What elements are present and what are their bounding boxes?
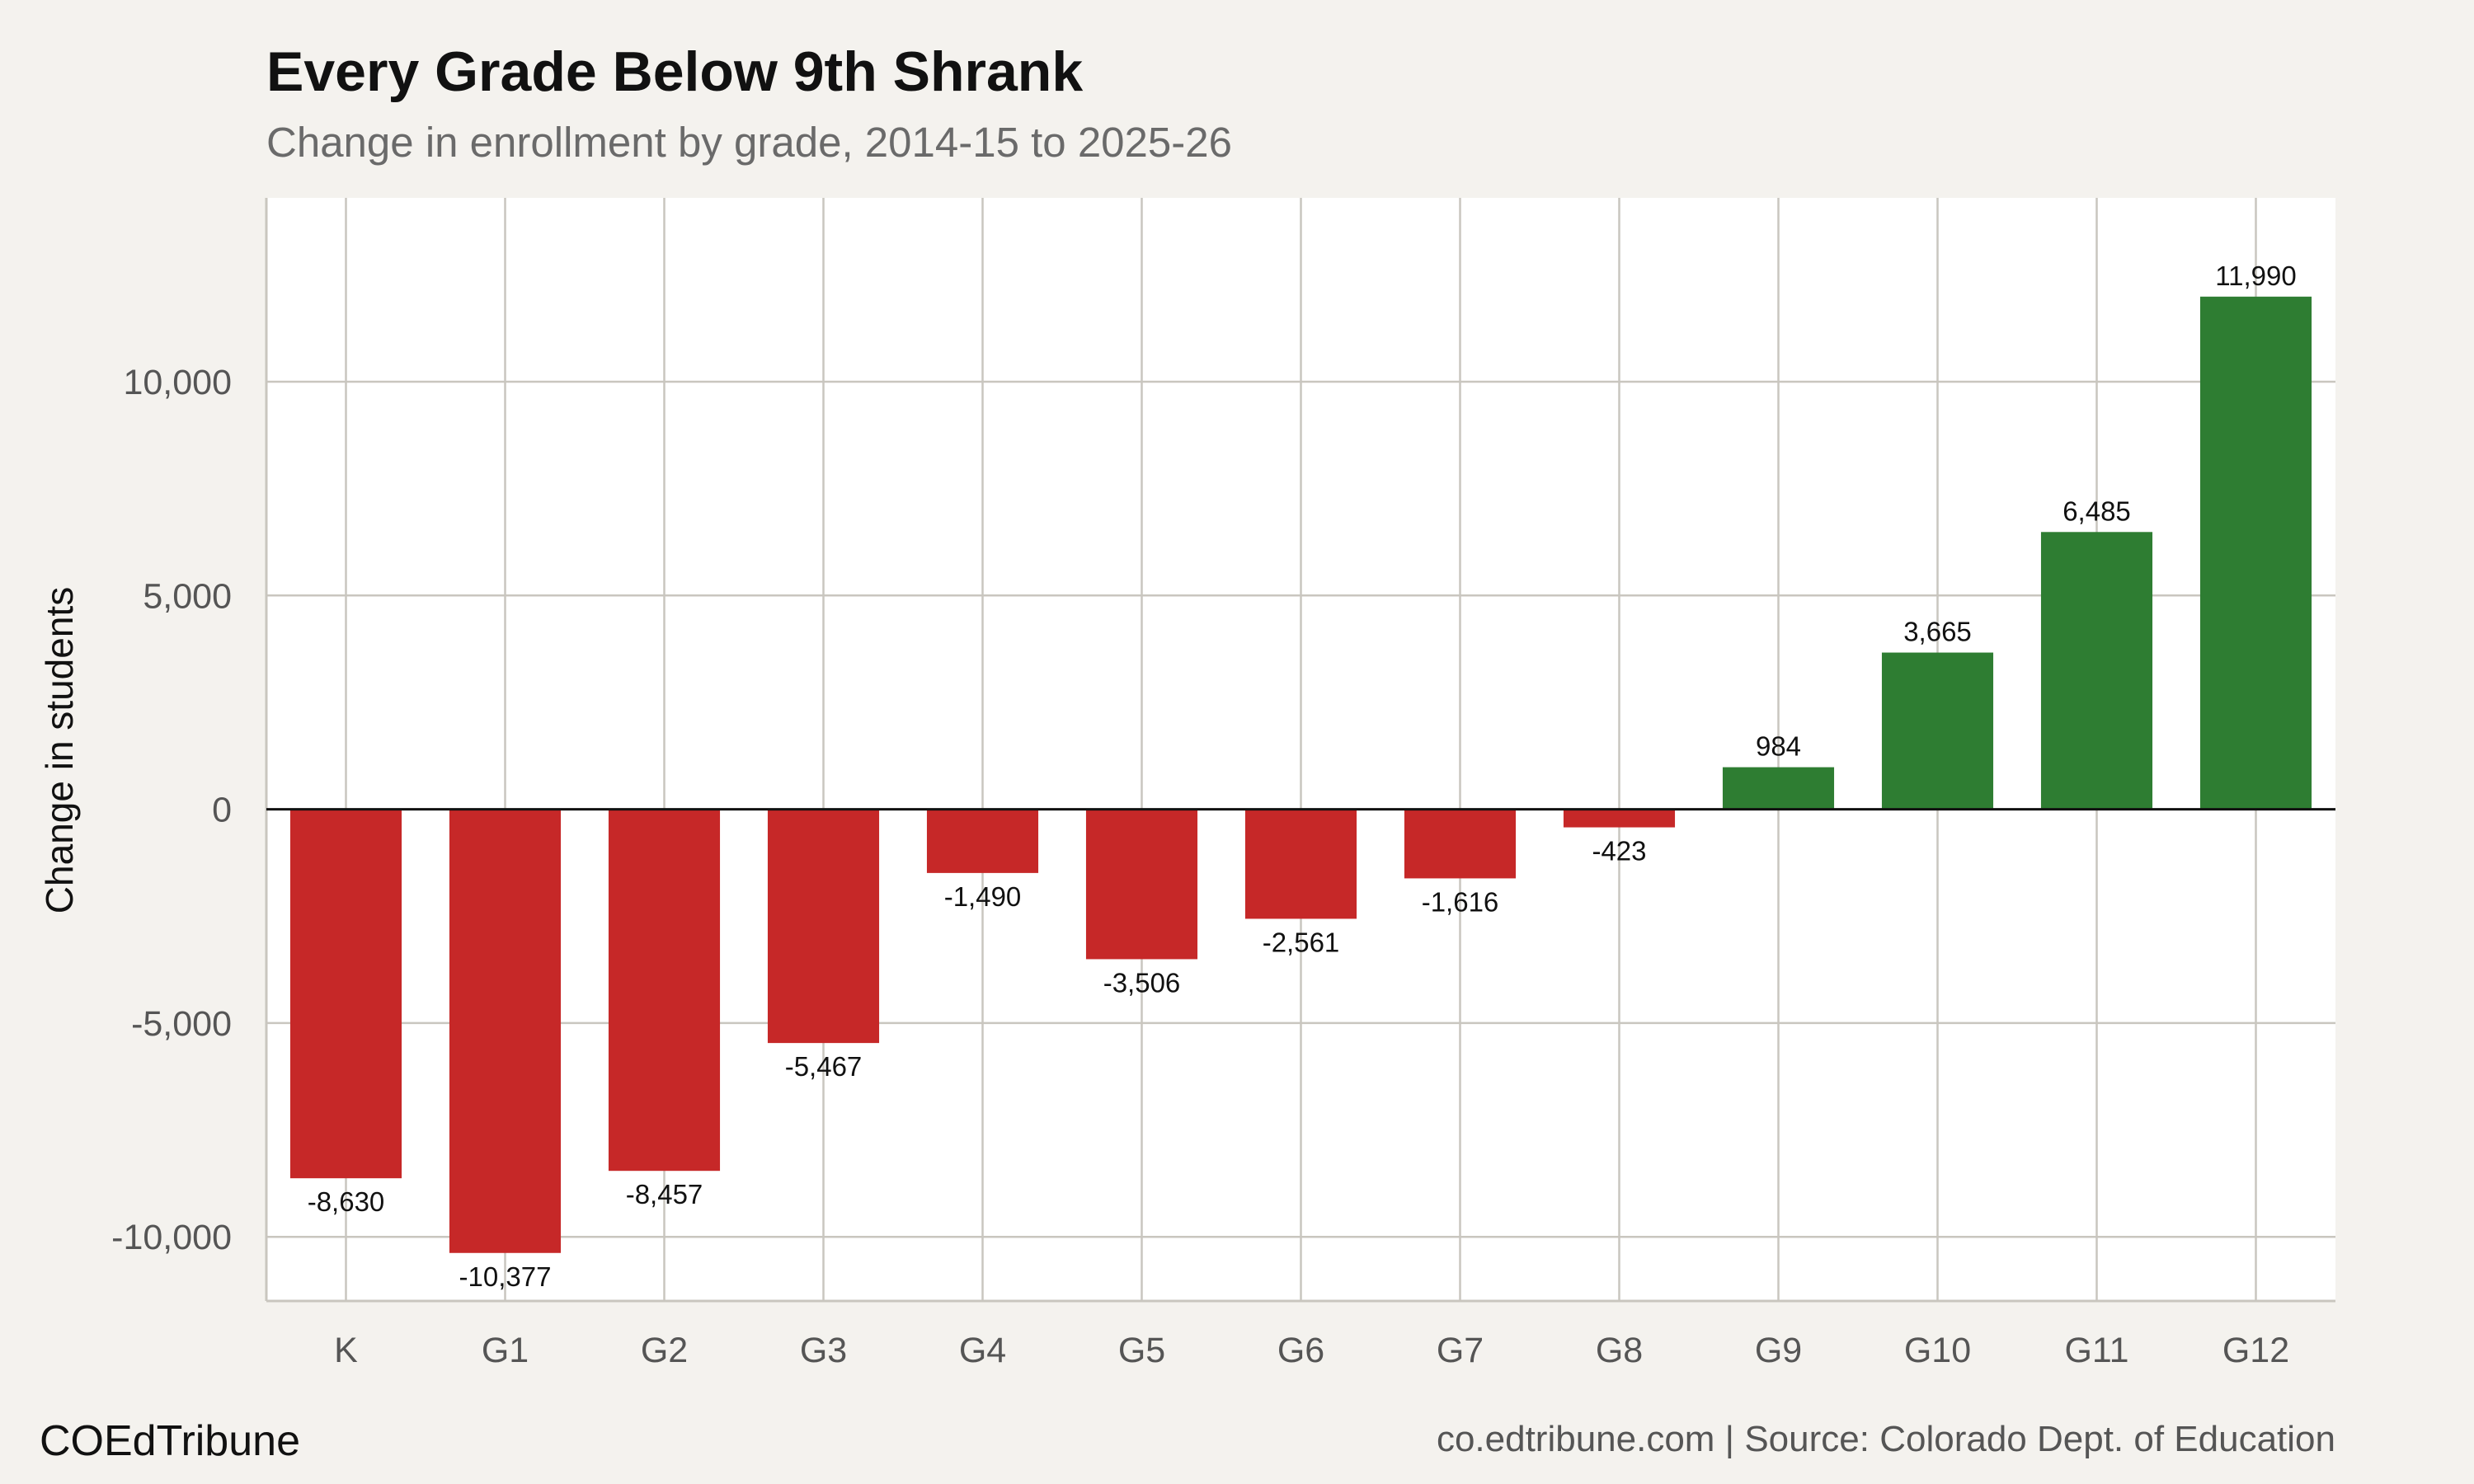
bar-g10 xyxy=(1881,652,1994,810)
source-note: co.edtribune.com | Source: Colorado Dept… xyxy=(1437,1419,2335,1459)
bar-g9 xyxy=(1722,767,1835,810)
x-tick-label: G8 xyxy=(1596,1331,1643,1370)
y-tick-label: 5,000 xyxy=(143,576,232,616)
bar-g5 xyxy=(1085,809,1198,960)
y-tick-label: -10,000 xyxy=(111,1218,232,1257)
bar-g6 xyxy=(1244,809,1357,919)
x-tick-label: G9 xyxy=(1755,1331,1802,1370)
bar-g8 xyxy=(1563,809,1676,828)
bar-g11 xyxy=(2040,532,2153,810)
x-tick-label: G5 xyxy=(1118,1331,1165,1370)
x-tick-label: G2 xyxy=(641,1331,688,1370)
x-tick-label: G7 xyxy=(1437,1331,1484,1370)
bar-g1 xyxy=(449,809,562,1253)
bar-g2 xyxy=(608,809,721,1172)
value-labels: -8,630 -10,377 -8,457 -5,467 -1,490 -3,506 -2,… xyxy=(308,261,2297,1292)
bar-g12 xyxy=(2199,296,2312,810)
value-label: -8,457 xyxy=(626,1179,703,1209)
x-tick-label: K xyxy=(334,1331,358,1370)
value-label: 3,665 xyxy=(1903,617,1972,647)
bar-k xyxy=(289,809,402,1179)
brand-logo: COEdTribune xyxy=(40,1417,300,1465)
bar-g4 xyxy=(926,809,1039,873)
value-label: 984 xyxy=(1756,731,1801,762)
x-tick-label: G6 xyxy=(1277,1331,1324,1370)
x-tick-label: G10 xyxy=(1904,1331,1971,1370)
value-label: -2,561 xyxy=(1263,927,1340,957)
y-axis-label: Change in students xyxy=(38,587,81,913)
value-label: -423 xyxy=(1592,836,1646,866)
value-label: 6,485 xyxy=(2062,495,2131,526)
y-tick-label: -5,000 xyxy=(131,1004,232,1044)
x-tick-labels: K G1 G2 G3 G4 G5 G6 G7 G8 G9 G10 G11 G12 xyxy=(334,1331,2289,1370)
chart-subtitle: Change in enrollment by grade, 2014-15 t… xyxy=(266,119,1232,166)
value-label: -8,630 xyxy=(308,1186,385,1217)
x-tick-label: G3 xyxy=(800,1331,847,1370)
x-tick-label: G1 xyxy=(482,1331,529,1370)
bar-g7 xyxy=(1404,809,1517,879)
value-label: -1,490 xyxy=(944,881,1022,912)
chart-title: Every Grade Below 9th Shrank xyxy=(266,40,1083,103)
y-tick-label: 0 xyxy=(212,791,232,830)
x-tick-label: G12 xyxy=(2222,1331,2289,1370)
value-label: -5,467 xyxy=(785,1051,863,1082)
y-tick-label: 10,000 xyxy=(123,363,232,402)
value-label: -3,506 xyxy=(1103,967,1181,998)
bar-g3 xyxy=(767,809,880,1044)
value-label: 11,990 xyxy=(2215,261,2296,291)
x-tick-label: G4 xyxy=(959,1331,1006,1370)
y-tick-labels: -10,000 -5,000 0 5,000 10,000 xyxy=(111,363,232,1257)
value-label: -10,377 xyxy=(459,1261,552,1292)
bars xyxy=(289,296,2312,1253)
x-tick-label: G11 xyxy=(2064,1331,2128,1370)
value-label: -1,616 xyxy=(1422,886,1499,917)
